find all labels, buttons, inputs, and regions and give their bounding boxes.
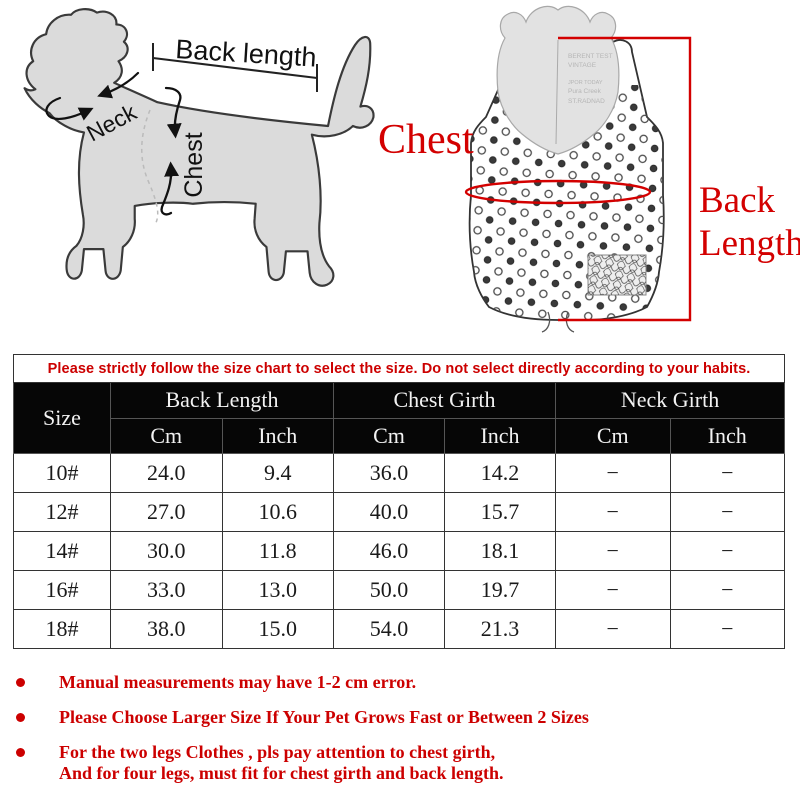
svg-text:Back: Back bbox=[699, 180, 776, 221]
svg-text:VINTAGE: VINTAGE bbox=[568, 62, 597, 69]
svg-text:Back length: Back length bbox=[175, 34, 318, 73]
svg-text:Chest: Chest bbox=[180, 132, 208, 197]
svg-text:Pura Creek: Pura Creek bbox=[568, 88, 602, 95]
svg-text:Chest: Chest bbox=[378, 117, 474, 163]
svg-text:ST.RADNAD: ST.RADNAD bbox=[568, 98, 605, 105]
svg-text:Length: Length bbox=[699, 223, 800, 264]
svg-text:BERENT TEST: BERENT TEST bbox=[568, 53, 613, 60]
svg-text:JPOR TODAY: JPOR TODAY bbox=[568, 80, 603, 86]
